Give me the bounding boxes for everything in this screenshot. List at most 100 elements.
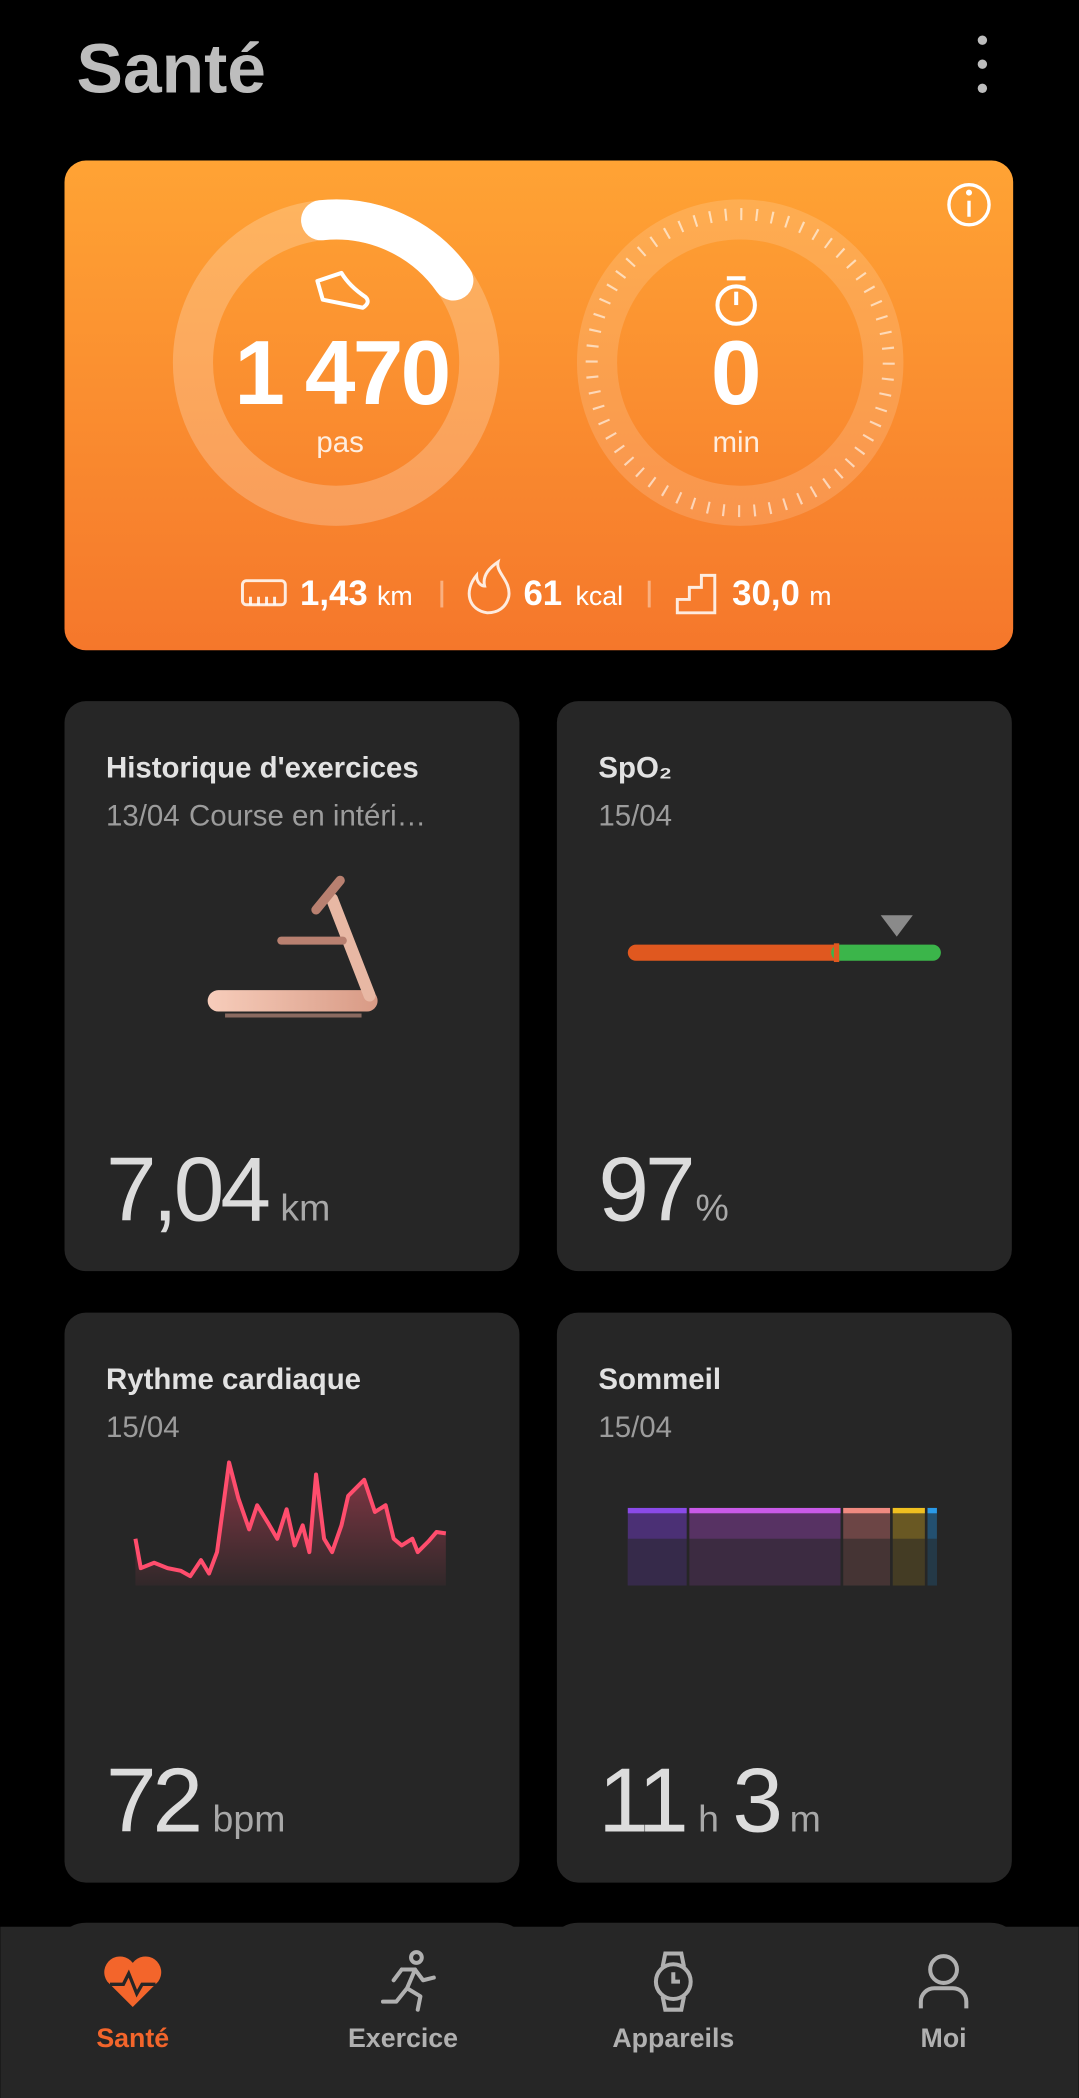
duration-ring-part (585, 208, 895, 518)
sleep-card[interactable]: Sommeil 15/04 11 h 3 m (556, 1312, 1012, 1883)
treadmill-icon-part (311, 875, 345, 915)
spo2-scale-part (833, 943, 840, 963)
treadmill-icon-part (207, 990, 378, 1012)
sleep-stages-part (627, 1538, 937, 1587)
card-date: 15/04 (106, 1411, 180, 1444)
activity-card[interactable]: 1 470 pas 0 min 1,43 km 61 kcal 30,0 m (64, 160, 1014, 651)
spo2-card[interactable]: SpO₂ 15/04 97% (556, 701, 1012, 1272)
duration-value: 0 (711, 323, 762, 424)
minutes-unit: m (790, 1798, 821, 1840)
card-title: Rythme cardiaque (106, 1363, 361, 1396)
nav-moi[interactable]: Moi (918, 1954, 969, 2053)
nav-exercice-part (380, 1950, 436, 2012)
nav-appareils-part-part (660, 1951, 686, 2012)
treadmill-icon-part (326, 893, 376, 1002)
hours: 11 (598, 1751, 685, 1852)
card-bg (64, 1312, 520, 1883)
steps-ring-part (315, 270, 370, 310)
value: 72 (106, 1751, 200, 1852)
card-title: Historique d'exercices (106, 751, 419, 784)
sleep-stages-part (927, 1507, 937, 1514)
sleep-stages (627, 1507, 937, 1587)
duration-unit: min (712, 426, 759, 459)
duration-ring-part (715, 284, 757, 326)
value: 7,04 (106, 1139, 268, 1240)
nav-bg (0, 1926, 1079, 2098)
card-subtitle-text: Course en intéri… (189, 800, 426, 833)
activity-card-bg (64, 160, 1014, 651)
card-bg (64, 701, 520, 1272)
info-button[interactable] (947, 182, 991, 227)
stat-unit: m (809, 581, 831, 611)
menu-button-part (977, 59, 988, 69)
unit: % (696, 1186, 729, 1228)
spo2-scale-part (880, 915, 913, 937)
sleep-stages-part (627, 1507, 687, 1514)
steps-unit: pas (316, 426, 363, 459)
stat-icons (240, 558, 717, 615)
minutes: 3 (732, 1751, 779, 1852)
stat-value: 30,0 (732, 575, 800, 613)
sleep-stages-part (892, 1507, 925, 1514)
card-bg (556, 701, 1012, 1272)
unit: bpm (213, 1798, 286, 1840)
menu-button-part (977, 83, 988, 93)
card-value: 11 h 3 m (598, 1751, 821, 1852)
stat-icons-part (467, 558, 511, 615)
menu-button[interactable] (977, 35, 988, 93)
unit: km (280, 1186, 330, 1228)
distance-stat: 1,43 km (300, 575, 413, 613)
stat-icons-part (249, 596, 277, 605)
page-title: Santé (77, 29, 266, 107)
card-date: 15/04 (598, 1411, 672, 1444)
info-button-part (965, 189, 973, 196)
card-date: 13/04 (106, 800, 180, 833)
nav-appareils-part (653, 1951, 693, 2012)
spo2-scale (627, 915, 941, 963)
stat-value: 1,43 (300, 575, 368, 613)
nav-appareils-part-part (653, 1962, 693, 2001)
sleep-stages-part (843, 1507, 891, 1514)
card-value: 72 bpm (106, 1751, 285, 1852)
card-title: Sommeil (598, 1363, 721, 1396)
info-button-part (947, 182, 991, 227)
steps-ring-part (301, 199, 474, 301)
stat-icons-part (240, 579, 287, 607)
nav-sante[interactable]: Santé (96, 1956, 169, 2053)
nav-label: Santé (96, 2023, 169, 2053)
menu-button-part (977, 35, 988, 45)
heart-rate-sparkline-part (133, 1460, 447, 1579)
nav-exercice[interactable]: Exercice (348, 1950, 458, 2053)
nav-sante-part (109, 1969, 156, 1998)
card-subtitle: 13/04 Course en intéri… (106, 800, 426, 833)
card-value: 7,04 km (106, 1139, 330, 1240)
heart-rate-sparkline (133, 1460, 447, 1586)
nav-exercice-part-part (380, 1967, 436, 2012)
nav-moi-part (918, 1954, 969, 2009)
nav-exercice-part-part (409, 1950, 424, 1965)
climb-stat: 30,0 m (732, 575, 831, 613)
nav-label: Exercice (348, 2023, 458, 2053)
nav-label: Moi (921, 2023, 967, 2053)
card-date: 15/04 (598, 800, 672, 833)
nav-appareils[interactable]: Appareils (612, 1951, 734, 2053)
duration-ring (576, 199, 904, 526)
exercise-card[interactable]: Historique d'exercices 13/04 Course en in… (64, 701, 520, 1272)
stat-unit: km (377, 581, 413, 611)
heart-rate-card[interactable]: Rythme cardiaque 15/04 72 bpm (64, 1312, 520, 1883)
treadmill-icon (207, 875, 378, 1018)
stat-value: 61 (523, 575, 562, 613)
steps-value: 1 470 (234, 323, 448, 424)
steps-ring (172, 199, 500, 526)
value: 97 (598, 1139, 692, 1240)
stat-unit: kcal (575, 581, 623, 611)
hours-unit: h (698, 1798, 719, 1840)
bottom-nav: Santé Exercice Appareils Moi (0, 1926, 1079, 2098)
card-bg (556, 1312, 1012, 1883)
card-title: SpO₂ (598, 751, 672, 784)
card-value: 97% (598, 1139, 728, 1240)
sleep-stages-part (689, 1507, 841, 1514)
nav-moi-part-part (928, 1954, 959, 1985)
